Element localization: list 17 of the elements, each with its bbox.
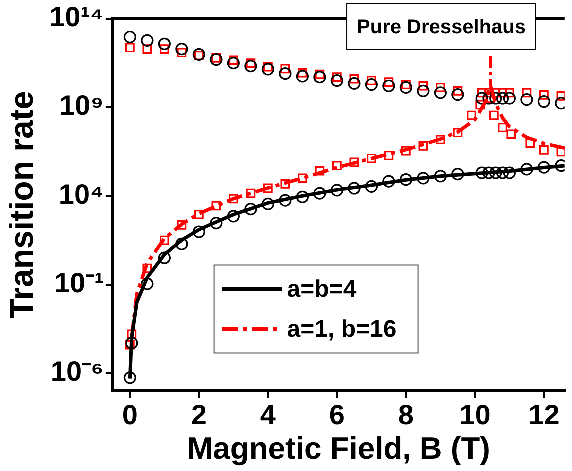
x-tick-label: 4 xyxy=(260,400,276,431)
y-axis-title: Transition rate xyxy=(2,91,40,319)
x-axis-title: Magnetic Field, B (T) xyxy=(187,430,490,466)
legend-label: a=b=4 xyxy=(287,276,358,303)
legend-label: a=1, b=16 xyxy=(287,316,397,343)
x-tick-label: 6 xyxy=(329,400,345,431)
y-tick-label: 10⁻¹ xyxy=(54,268,104,299)
x-tick-label: 10 xyxy=(460,400,491,431)
x-tick-label: 12 xyxy=(528,400,560,431)
y-tick-label: 10⁹ xyxy=(59,90,104,122)
x-tick-label: 2 xyxy=(191,400,207,431)
y-tick-label: 10¹⁴ xyxy=(50,2,104,33)
y-tick-label: 10⁻⁶ xyxy=(50,356,104,388)
y-tick-label: 10⁴ xyxy=(58,178,104,210)
x-tick-label: 8 xyxy=(398,400,414,431)
annotation: Pure Dresselhaus xyxy=(357,16,526,39)
x-tick-label: 0 xyxy=(122,400,138,431)
